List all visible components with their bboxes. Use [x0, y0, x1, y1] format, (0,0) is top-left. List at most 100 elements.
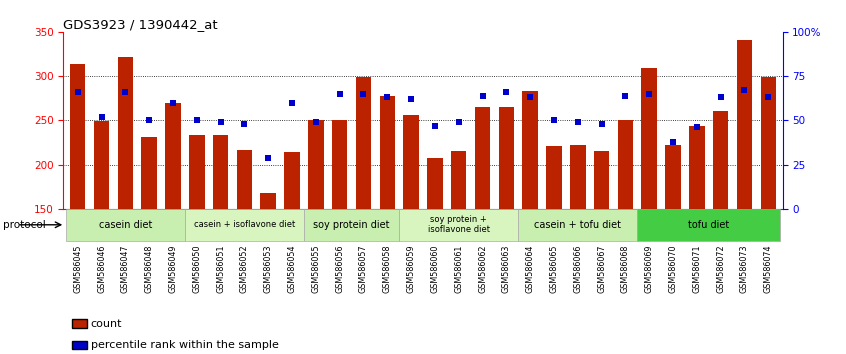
Text: GSM586072: GSM586072	[717, 245, 725, 293]
Point	[714, 95, 728, 100]
Text: GSM586071: GSM586071	[692, 245, 701, 293]
Text: GSM586069: GSM586069	[645, 245, 654, 293]
Point	[190, 118, 204, 123]
Bar	[665, 145, 681, 342]
Text: GSM586066: GSM586066	[574, 245, 582, 293]
Point	[381, 95, 394, 100]
Bar	[141, 137, 157, 342]
Point	[452, 119, 465, 125]
Text: GSM586054: GSM586054	[288, 245, 297, 293]
Text: count: count	[91, 319, 122, 329]
Bar	[189, 135, 205, 342]
Bar	[451, 152, 466, 342]
Point	[214, 119, 228, 125]
Text: casein + tofu diet: casein + tofu diet	[535, 220, 621, 230]
Point	[166, 100, 179, 105]
Text: GSM586055: GSM586055	[311, 245, 321, 293]
Bar	[475, 107, 491, 342]
Text: GSM586047: GSM586047	[121, 245, 129, 293]
Text: GSM586050: GSM586050	[192, 245, 201, 293]
Text: GSM586067: GSM586067	[597, 245, 606, 293]
Bar	[70, 64, 85, 342]
Point	[524, 95, 537, 100]
Point	[571, 119, 585, 125]
Bar	[689, 126, 705, 342]
Point	[667, 139, 680, 144]
Bar	[185, 209, 304, 241]
Bar	[118, 57, 133, 342]
Text: GSM586052: GSM586052	[240, 245, 249, 293]
Bar	[261, 193, 276, 342]
Text: GSM586048: GSM586048	[145, 245, 154, 293]
Point	[118, 89, 132, 95]
Point	[71, 89, 85, 95]
Text: protocol: protocol	[3, 220, 46, 230]
Point	[238, 121, 251, 127]
Point	[357, 91, 371, 97]
Point	[428, 123, 442, 129]
Bar	[355, 77, 371, 342]
Point	[404, 96, 418, 102]
Point	[95, 114, 108, 120]
Bar	[308, 120, 323, 342]
Point	[761, 95, 775, 100]
Bar	[519, 209, 637, 241]
Text: GSM586053: GSM586053	[264, 245, 272, 293]
Bar	[570, 145, 585, 342]
Text: GSM586074: GSM586074	[764, 245, 772, 293]
Bar	[523, 91, 538, 342]
Text: GSM586056: GSM586056	[335, 245, 344, 293]
Bar	[304, 209, 399, 241]
Bar	[284, 152, 299, 342]
Point	[475, 93, 489, 98]
Point	[261, 155, 275, 160]
Bar	[547, 146, 562, 342]
Text: GSM586073: GSM586073	[740, 245, 749, 293]
Bar	[498, 107, 514, 342]
Point	[309, 119, 322, 125]
Bar	[761, 77, 776, 342]
Text: GSM586064: GSM586064	[525, 245, 535, 293]
Bar	[332, 120, 348, 342]
Text: GSM586051: GSM586051	[216, 245, 225, 293]
Point	[595, 121, 608, 127]
Text: casein + isoflavone diet: casein + isoflavone diet	[194, 220, 295, 229]
Text: soy protein diet: soy protein diet	[313, 220, 390, 230]
Bar	[427, 158, 442, 342]
Bar	[237, 150, 252, 342]
Bar	[594, 152, 609, 342]
Point	[618, 93, 632, 98]
Text: GSM586063: GSM586063	[502, 245, 511, 293]
Bar	[737, 40, 752, 342]
Bar	[713, 110, 728, 342]
Point	[285, 100, 299, 105]
Text: tofu diet: tofu diet	[688, 220, 729, 230]
Point	[500, 89, 514, 95]
Text: GSM586060: GSM586060	[431, 245, 439, 293]
Bar	[637, 209, 780, 241]
Bar	[618, 120, 633, 342]
Text: GSM586070: GSM586070	[668, 245, 678, 293]
Text: percentile rank within the sample: percentile rank within the sample	[91, 340, 278, 350]
Text: GSM586049: GSM586049	[168, 245, 178, 293]
Point	[142, 118, 156, 123]
Point	[332, 91, 346, 97]
Text: GSM586046: GSM586046	[97, 245, 106, 293]
Text: GSM586061: GSM586061	[454, 245, 464, 293]
Bar	[66, 209, 185, 241]
Bar	[404, 115, 419, 342]
Text: GSM586068: GSM586068	[621, 245, 630, 293]
Bar	[399, 209, 519, 241]
Bar	[94, 121, 109, 342]
Text: GSM586058: GSM586058	[382, 245, 392, 293]
Text: GDS3923 / 1390442_at: GDS3923 / 1390442_at	[63, 18, 218, 31]
Text: soy protein +
isoflavone diet: soy protein + isoflavone diet	[428, 215, 490, 234]
Bar	[380, 96, 395, 342]
Point	[690, 125, 704, 130]
Text: GSM586045: GSM586045	[74, 245, 82, 293]
Bar	[213, 135, 228, 342]
Text: GSM586062: GSM586062	[478, 245, 487, 293]
Text: GSM586057: GSM586057	[359, 245, 368, 293]
Text: casein diet: casein diet	[99, 220, 152, 230]
Bar	[641, 68, 657, 342]
